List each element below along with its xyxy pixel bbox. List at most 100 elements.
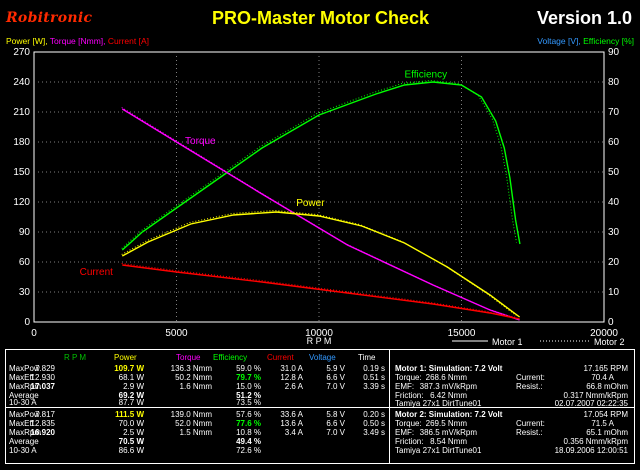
friction-label: Friction: xyxy=(395,391,424,400)
row-label: MaxPow xyxy=(9,364,40,373)
current-value: 12.8 A xyxy=(280,373,303,382)
torque-label: Torque: xyxy=(395,419,422,428)
header-torque: Torque xyxy=(176,353,201,362)
y-left-tick-label: 30 xyxy=(19,287,31,298)
motor-info-title-text: Motor 1: Simulation: 7.2 Volt xyxy=(395,364,503,373)
emf-label: EMF: xyxy=(395,382,415,391)
efficiency-value: 59.0 % xyxy=(236,364,261,373)
row-label: 10-30 A xyxy=(9,398,37,407)
motor-date: 18.09.2006 12:00:51 xyxy=(554,446,628,455)
motor-name: Tamiya 27x1 DirtTune01 xyxy=(395,446,482,455)
current-value: 13.6 A xyxy=(280,419,303,428)
efficiency-value: 57.6 % xyxy=(236,410,261,419)
power-value: 2.9 W xyxy=(123,382,144,391)
power-value: 86.6 W xyxy=(118,446,144,455)
resist-label: Resist.: xyxy=(516,382,543,391)
series-line-torque-motor1 xyxy=(121,108,520,321)
title-bar: Robitronic PRO-Master Motor Check Versio… xyxy=(0,0,640,34)
rpm-value: 12.835 xyxy=(30,419,55,428)
x-tick-label: 20000 xyxy=(590,328,618,339)
power-value: 70.5 W xyxy=(118,437,144,446)
app-title: PRO-Master Motor Check xyxy=(212,8,430,28)
table-row: MaxEff 12.835 70.0 W 52.0 Nmm 77.6 % 13.… xyxy=(6,419,389,428)
legend-power: Power [W], xyxy=(6,36,48,46)
table-row: 10-30 A 87.7 W 73.5 % xyxy=(6,398,389,409)
series-line-efficiency-motor2 xyxy=(121,79,517,249)
power-value: 69.2 W xyxy=(118,391,144,400)
y-right-tick-label: 80 xyxy=(608,77,620,88)
rpm-value: 17.037 xyxy=(30,382,55,391)
torque-label: Torque: xyxy=(395,373,422,382)
header-current: Current xyxy=(267,353,294,362)
y-left-tick-label: 240 xyxy=(13,77,30,88)
y-right-tick-label: 90 xyxy=(608,47,620,58)
efficiency-value: 49.4 % xyxy=(236,437,261,446)
time-value: 0.19 s xyxy=(363,364,385,373)
row-label: MaxRpm xyxy=(9,428,42,437)
table-row: MaxPow 7.829 109.7 W 136.3 Nmm 59.0 % 31… xyxy=(6,364,389,373)
rpm-value: 16.920 xyxy=(30,428,55,437)
table-row: MaxPow 7.817 111.5 W 139.0 Nmm 57.6 % 33… xyxy=(6,410,389,419)
torque-value: 139.0 Nmm xyxy=(170,410,212,419)
resist-value: 66.8 mOhm xyxy=(586,382,628,391)
table-row: MaxRpm 16.920 2.5 W 1.5 Nmm 10.8 % 3.4 A… xyxy=(6,428,389,437)
y-left-tick-label: 270 xyxy=(13,47,30,58)
legend-motor2-label: Motor 2 xyxy=(594,337,625,347)
motor-info-title: Motor 1: Simulation: 7.2 Volt xyxy=(395,364,502,373)
table-row: MaxEff 12.930 68.1 W 50.2 Nmm 79.7 % 12.… xyxy=(6,373,389,382)
torque-value: 136.3 Nmm xyxy=(170,364,212,373)
y-right-tick-label: 60 xyxy=(608,137,620,148)
current-info-value: 71.5 A xyxy=(591,419,614,428)
rpm-value: 7.817 xyxy=(34,410,55,419)
brand-logo: Robitronic xyxy=(6,10,93,26)
torque-value: 50.2 Nmm xyxy=(175,373,212,382)
row-label: MaxRpm xyxy=(9,382,42,391)
voltage-value: 5.8 V xyxy=(326,410,345,419)
series-line-efficiency-motor1 xyxy=(121,81,521,251)
x-tick-label: 0 xyxy=(31,328,37,339)
time-value: 3.39 s xyxy=(363,382,385,391)
time-value: 0.20 s xyxy=(363,410,385,419)
voltage-value: 6.6 V xyxy=(326,419,345,428)
voltage-value: 6.6 V xyxy=(326,373,345,382)
series-line-current-motor2 xyxy=(121,263,517,318)
x-tick-label: 15000 xyxy=(448,328,476,339)
time-value: 3.49 s xyxy=(363,428,385,437)
row-label: 10-30 A xyxy=(9,446,37,455)
efficiency-value: 77.6 % xyxy=(236,419,261,428)
current-label: Current: xyxy=(516,419,545,428)
legend-motor1-label: Motor 1 xyxy=(492,337,523,347)
y-right-tick-label: 10 xyxy=(608,287,620,298)
row-label: MaxEff xyxy=(9,419,34,428)
legend-voltage: Voltage [V], xyxy=(537,36,581,46)
rpm-value: 7.829 xyxy=(34,364,55,373)
efficiency-value: 51.2 % xyxy=(236,391,261,400)
motor-date: 02.07.2007 02:22:35 xyxy=(554,399,628,408)
table-horizontal-divider xyxy=(6,407,634,408)
table-vertical-divider xyxy=(389,350,390,463)
resist-label: Resist.: xyxy=(516,428,543,437)
efficiency-value: 79.7 % xyxy=(236,373,261,382)
y-right-tick-label: 30 xyxy=(608,227,620,238)
efficiency-value: 72.6 % xyxy=(236,446,261,455)
y-left-tick-label: 150 xyxy=(13,167,30,178)
power-value: 70.0 W xyxy=(118,419,144,428)
current-label: Current: xyxy=(516,373,545,382)
current-value: 3.4 A xyxy=(284,428,303,437)
row-label: MaxEff xyxy=(9,373,34,382)
friction-coefficient: 0.317 Nmm/kRpm xyxy=(563,391,628,400)
series-label-efficiency: Efficiency xyxy=(405,70,448,81)
motor-info-title: Motor 2: Simulation: 7.2 Volt xyxy=(395,410,502,419)
series-line-power-motor2 xyxy=(121,209,517,316)
efficiency-value: 73.5 % xyxy=(236,398,261,407)
y-right-tick-label: 70 xyxy=(608,107,620,118)
time-value: 0.50 s xyxy=(363,419,385,428)
series-label-current: Current xyxy=(80,267,114,278)
current-value: 2.6 A xyxy=(284,382,303,391)
series-line-current-motor1 xyxy=(122,264,520,320)
row-label: Average xyxy=(9,391,39,400)
friction-value: 6.42 Nmm xyxy=(430,391,467,400)
power-value: 68.1 W xyxy=(118,373,144,382)
table-row: MaxRpm 17.037 2.9 W 1.6 Nmm 15.0 % 2.6 A… xyxy=(6,382,389,391)
